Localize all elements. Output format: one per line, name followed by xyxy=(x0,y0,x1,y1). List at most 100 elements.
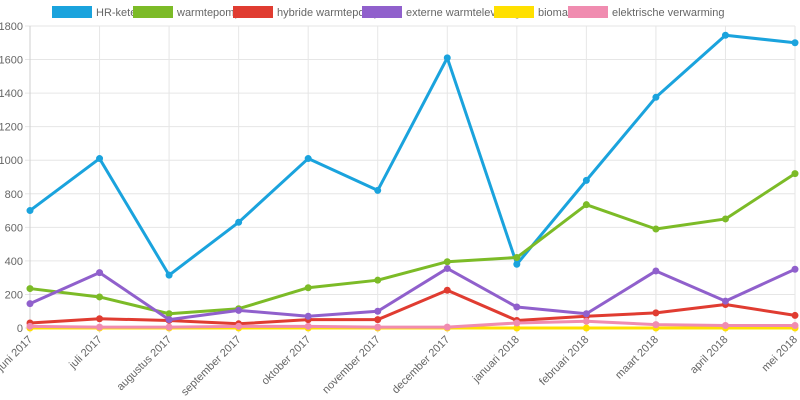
data-point xyxy=(721,215,729,223)
y-tick-label: 1000 xyxy=(0,155,23,167)
series-line xyxy=(29,266,796,322)
y-tick-label: 0 xyxy=(17,323,23,335)
data-point xyxy=(582,176,590,184)
data-point xyxy=(652,309,660,317)
series-line xyxy=(29,288,796,326)
data-point xyxy=(513,254,521,262)
data-point xyxy=(652,267,660,275)
data-point xyxy=(513,303,521,311)
y-tick-label: 1400 xyxy=(0,88,23,100)
series-elektrische-verwarming xyxy=(26,317,799,331)
data-point xyxy=(443,264,451,272)
data-point xyxy=(96,155,104,163)
y-tick-label: 400 xyxy=(5,256,23,268)
data-point xyxy=(304,155,312,163)
legend-item[interactable]: externe warmtelevering xyxy=(362,6,520,19)
legend-label: warmtepomp xyxy=(176,7,241,19)
y-tick-label: 200 xyxy=(5,289,23,301)
data-point xyxy=(26,285,34,293)
y-tick-label: 1200 xyxy=(0,122,23,134)
data-point xyxy=(235,306,243,314)
data-point xyxy=(791,321,799,329)
data-point xyxy=(513,319,521,327)
data-point xyxy=(96,293,104,301)
data-point xyxy=(721,297,729,305)
x-tick-label: december 2017 xyxy=(390,334,453,397)
legend-swatch xyxy=(52,6,92,18)
series-externe-warmtelevering xyxy=(26,264,799,324)
legend-label: elektrische verwarming xyxy=(612,7,724,19)
series-lines xyxy=(26,31,799,332)
data-point xyxy=(513,260,521,268)
data-point xyxy=(26,300,34,308)
data-point xyxy=(652,93,660,101)
data-point xyxy=(26,322,34,330)
y-tick-label: 1800 xyxy=(0,21,23,33)
series-warmtepomp xyxy=(26,170,799,318)
legend-swatch xyxy=(568,6,608,18)
legend-swatch xyxy=(494,6,534,18)
x-tick-label: juni 2017 xyxy=(0,334,35,375)
series-line xyxy=(29,319,795,329)
data-point xyxy=(513,324,521,332)
data-point xyxy=(652,321,660,329)
data-point xyxy=(443,286,451,294)
legend-item[interactable]: warmtepomp xyxy=(133,6,241,19)
x-tick-label: september 2017 xyxy=(179,334,244,399)
x-tick-label: augustus 2017 xyxy=(115,334,175,394)
legend-label: HR-ketel xyxy=(96,7,139,19)
legend-label: externe warmtelevering xyxy=(406,7,520,19)
data-point xyxy=(235,218,243,226)
x-tick-label: april 2018 xyxy=(688,334,731,377)
data-point xyxy=(582,310,590,318)
data-point xyxy=(791,311,799,319)
series-hr-ketel xyxy=(26,31,799,279)
data-point xyxy=(443,54,451,62)
data-point xyxy=(652,225,660,233)
series-hybride-warmtepomp xyxy=(26,286,799,328)
data-point xyxy=(582,201,590,209)
data-point xyxy=(165,310,173,318)
data-point xyxy=(791,265,799,273)
legend-item[interactable]: hybride warmtepomp xyxy=(233,6,380,19)
data-point xyxy=(582,324,590,332)
data-point xyxy=(165,323,173,331)
legend[interactable]: HR-ketel warmtepomp hybride warmtepomp exte… xyxy=(52,6,724,19)
data-point xyxy=(443,258,451,266)
data-point xyxy=(96,315,104,323)
x-tick-label: maart 2018 xyxy=(613,334,661,382)
y-tick-label: 1600 xyxy=(0,55,23,67)
x-tick-label: mei 2018 xyxy=(760,334,800,374)
legend-item[interactable]: elektrische verwarming xyxy=(568,6,724,19)
data-point xyxy=(374,307,382,315)
legend-swatch xyxy=(133,6,173,18)
legend-item[interactable]: HR-ketel xyxy=(52,6,139,19)
data-point xyxy=(96,323,104,331)
legend-swatch xyxy=(233,6,273,18)
series-line xyxy=(29,172,796,316)
x-tick-label: juli 2017 xyxy=(66,334,104,372)
data-point xyxy=(443,323,451,331)
y-tick-label: 600 xyxy=(5,222,23,234)
series-line xyxy=(29,33,796,277)
data-point xyxy=(374,186,382,194)
data-point xyxy=(791,39,799,47)
data-point xyxy=(721,321,729,329)
data-point xyxy=(235,322,243,330)
data-point xyxy=(721,31,729,39)
data-point xyxy=(96,269,104,277)
legend-label: hybride warmtepomp xyxy=(277,7,380,19)
data-point xyxy=(791,170,799,178)
y-tick-label: 800 xyxy=(5,189,23,201)
x-axis: juni 2017 juli 2017 augustus 2017 september… xyxy=(0,334,800,399)
x-tick-label: februari 2018 xyxy=(537,334,591,388)
data-point xyxy=(304,284,312,292)
data-point xyxy=(374,316,382,324)
data-point xyxy=(165,316,173,324)
y-axis: 0 200 400 600 800 1000 1200 1400 1600 1800 xyxy=(0,21,23,335)
grid xyxy=(25,25,796,333)
data-point xyxy=(374,323,382,331)
data-point xyxy=(165,271,173,279)
data-point xyxy=(374,276,382,284)
